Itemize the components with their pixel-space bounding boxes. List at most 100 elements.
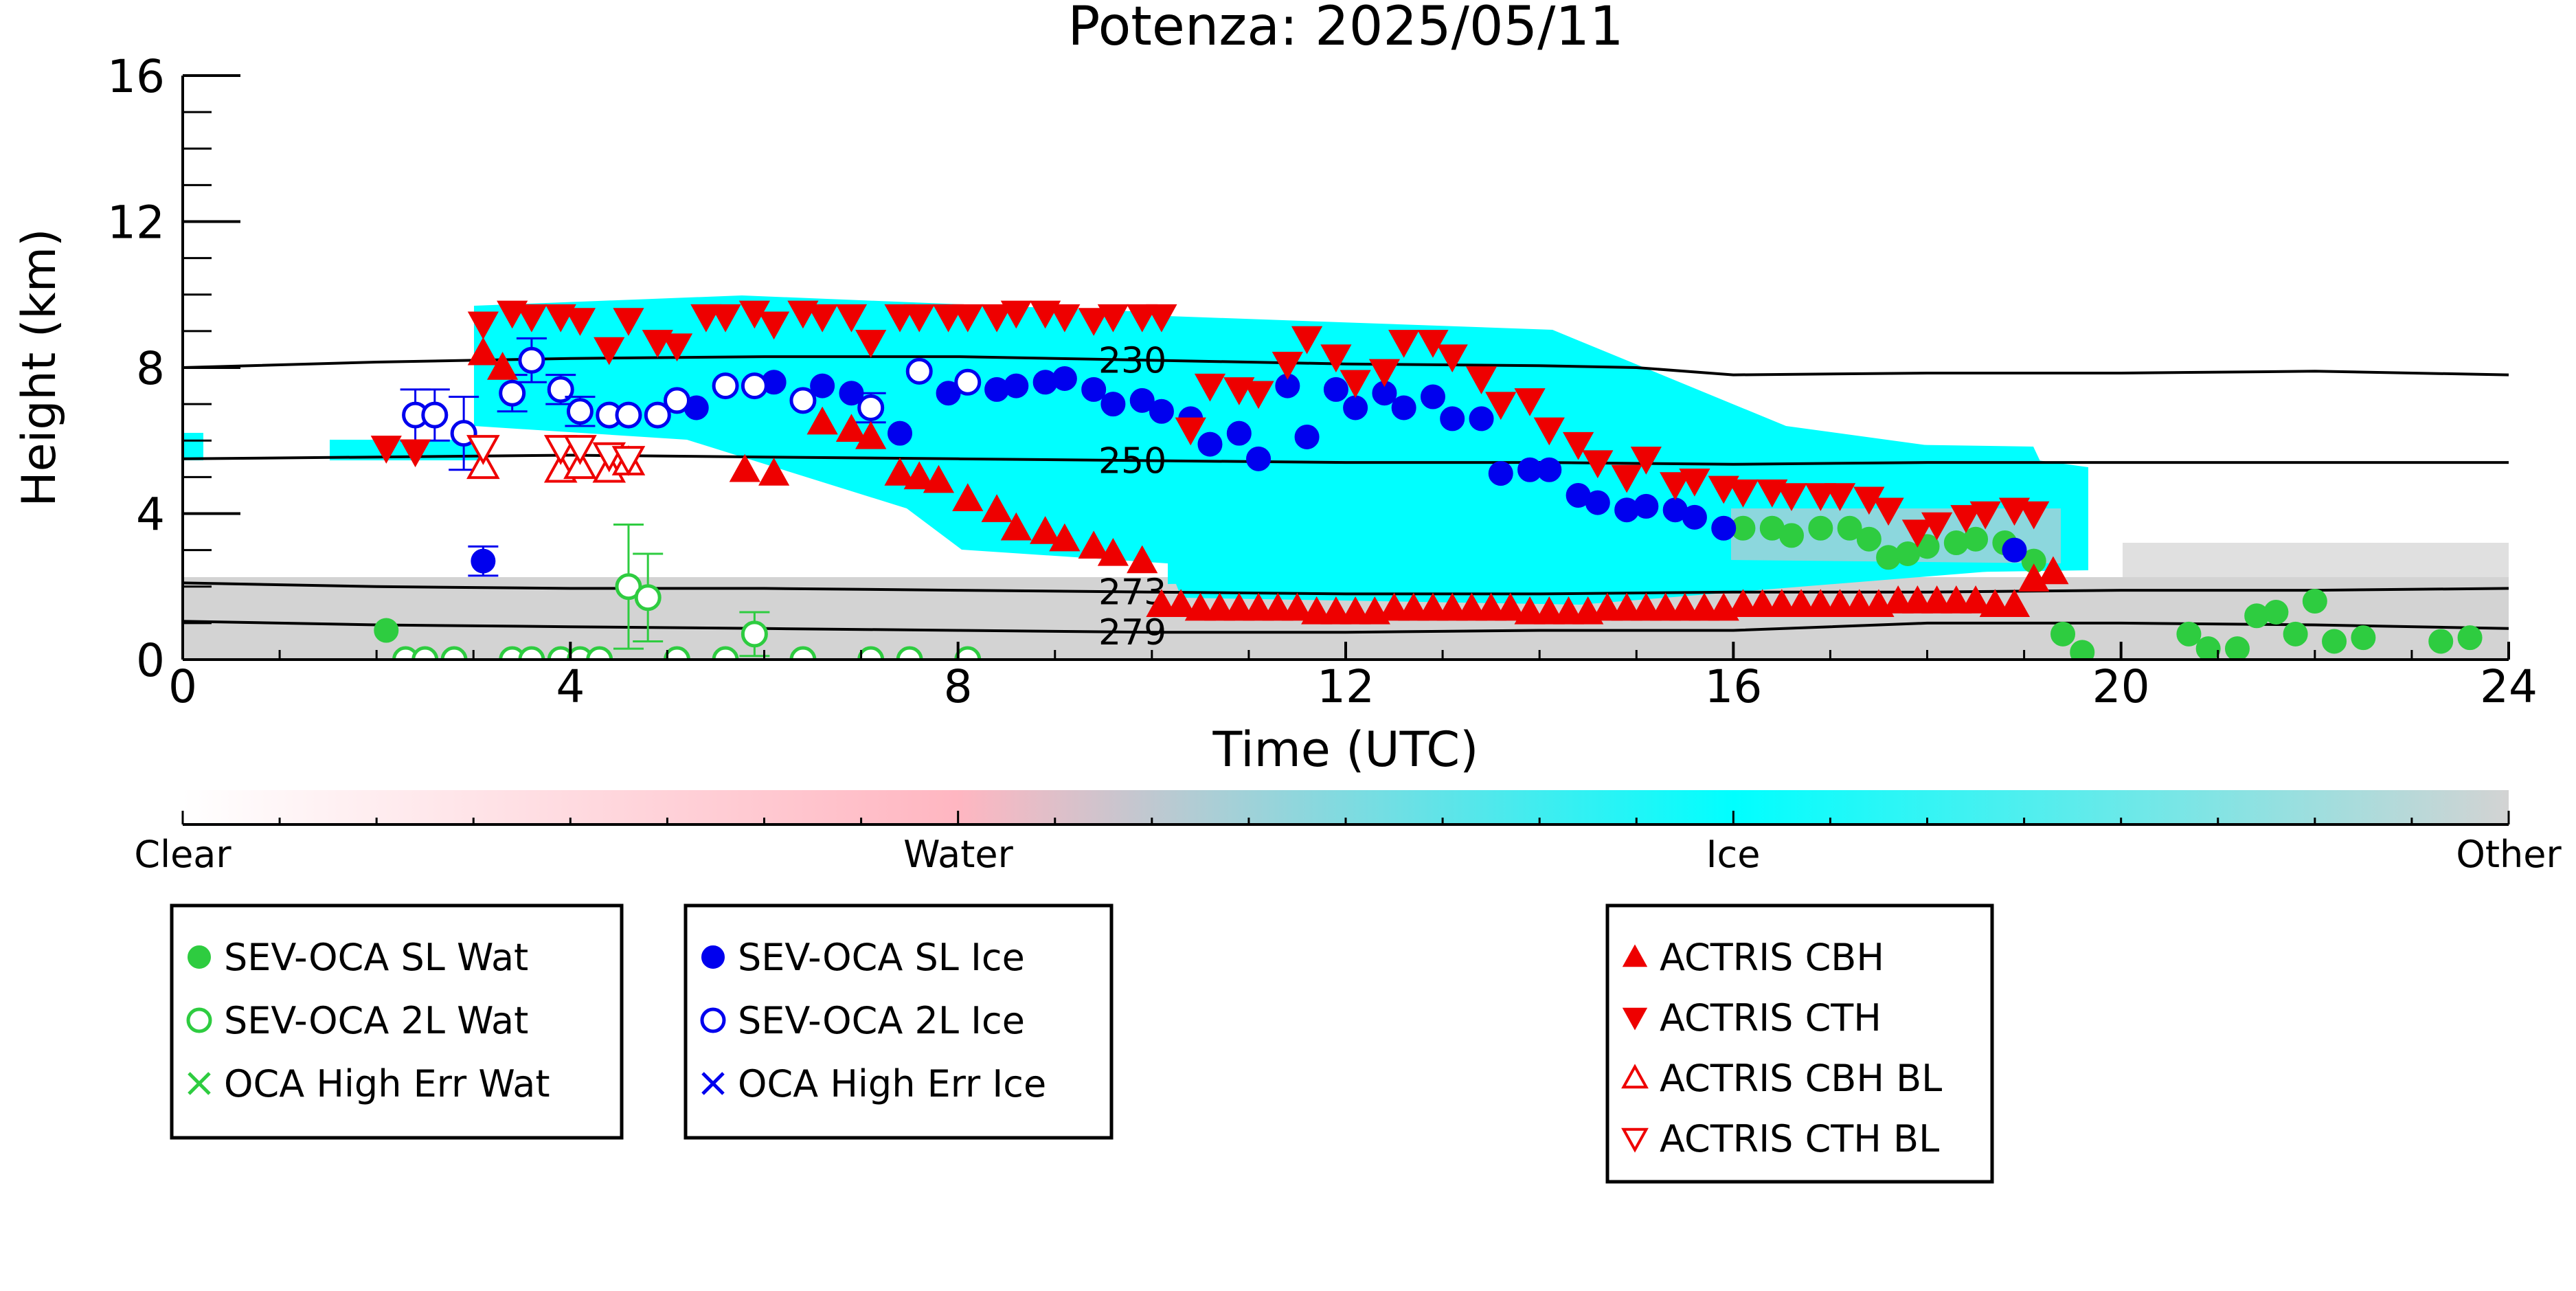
- legend: SEV-OCA SL Wat SEV-OCA 2L Wat OCA High Err…: [170, 903, 1994, 1184]
- legend-marker: [1622, 1007, 1648, 1031]
- data-point: [1533, 417, 1565, 446]
- data-point: [1165, 589, 1197, 618]
- data-point: [1226, 420, 1252, 446]
- data-point: [952, 304, 984, 333]
- colorbar-label-ice: Ice: [1706, 833, 1761, 876]
- data-point: [1223, 592, 1255, 621]
- data-point: [1417, 330, 1449, 358]
- legend-marker: [1621, 1127, 1649, 1153]
- data-point: [1660, 472, 1691, 500]
- data-point: [1679, 468, 1710, 497]
- data-point: [1368, 359, 1401, 388]
- data-point: [903, 461, 935, 490]
- data-point: [1766, 589, 1798, 618]
- data-point: [1778, 523, 1804, 548]
- data-point: [1078, 308, 1109, 336]
- data-point: [2224, 636, 2250, 660]
- data-point: [1485, 392, 1517, 420]
- data-point: [2018, 501, 2050, 530]
- data-point: [613, 308, 644, 336]
- data-point: [1340, 370, 1371, 398]
- series-sev-oca-sl-wat: [374, 515, 2483, 660]
- data-point: [884, 304, 916, 333]
- legend-label: SEV-OCA 2L Ice: [738, 999, 1025, 1042]
- data-point: [518, 346, 545, 374]
- legend-marker: [188, 1072, 211, 1095]
- legend-box-1: SEV-OCA SL Wat SEV-OCA 2L Wat OCA High Err…: [170, 903, 624, 1140]
- y-tick-label: 16: [107, 50, 165, 103]
- legend-label: ACTRIS CBH BL: [1660, 1057, 1942, 1100]
- contour-line-273: [183, 581, 2509, 596]
- data-point: [789, 646, 817, 660]
- data-point: [1194, 373, 1226, 402]
- data-point: [729, 453, 760, 482]
- data-point: [1281, 592, 1313, 621]
- data-point: [710, 304, 741, 333]
- data-point: [954, 646, 982, 660]
- series-sev-oca-2l-wat: [392, 523, 982, 660]
- data-point: [1127, 545, 1158, 574]
- data-point: [467, 337, 499, 366]
- data-point: [2302, 589, 2327, 614]
- data-point: [758, 311, 790, 340]
- legend-label: SEV-OCA SL Ice: [738, 936, 1025, 979]
- x-tick-label: 24: [2480, 660, 2538, 713]
- data-point: [466, 435, 500, 465]
- data-point: [1398, 592, 1430, 621]
- data-point: [1785, 589, 1817, 618]
- data-point: [440, 646, 468, 660]
- data-point: [1649, 592, 1682, 621]
- data-point: [1950, 505, 1982, 533]
- y-tick-label: 8: [136, 342, 165, 395]
- data-point: [611, 446, 646, 476]
- data-point: [421, 401, 449, 429]
- data-point: [1004, 373, 1029, 398]
- data-point: [1417, 592, 1449, 621]
- data-point: [1533, 596, 1565, 625]
- data-point: [690, 304, 722, 333]
- data-point: [1688, 592, 1720, 621]
- data-point: [467, 311, 499, 340]
- data-point: [981, 304, 1013, 333]
- legend-marker: [1622, 944, 1648, 967]
- data-point: [1585, 490, 1610, 515]
- y-tick-label: 12: [107, 197, 165, 249]
- data-point: [1391, 395, 1416, 420]
- data-point: [1081, 377, 1107, 402]
- data-point: [1727, 479, 1759, 508]
- data-point: [1000, 300, 1032, 329]
- data-point: [1184, 592, 1216, 621]
- y-axis-label: Height (km): [12, 228, 67, 506]
- x-tick-label: 20: [2092, 660, 2150, 713]
- data-point: [1805, 483, 1836, 511]
- data-point: [1634, 493, 1659, 519]
- data-point: [2428, 629, 2454, 654]
- data-point: [1127, 304, 1158, 333]
- data-point: [392, 646, 419, 660]
- data-point: [1630, 447, 1662, 475]
- data-point: [1941, 585, 1972, 614]
- legend-marker: [701, 1072, 725, 1095]
- data-point: [566, 398, 594, 425]
- data-point: [411, 646, 439, 660]
- data-point: [810, 373, 835, 398]
- data-point: [1243, 592, 1274, 621]
- data-point: [1246, 446, 1272, 471]
- data-point: [1078, 530, 1109, 559]
- data-point: [1960, 585, 1991, 614]
- data-point: [2070, 640, 2095, 660]
- axis-ticks: 0 4 8 12 16 20 24 0 4 8 12 16: [107, 50, 2538, 713]
- legend-label: ACTRIS CTH BL: [1660, 1117, 1939, 1160]
- data-point: [1146, 589, 1177, 618]
- data-point: [2037, 556, 2069, 585]
- data-point: [1388, 330, 1420, 358]
- data-point: [1979, 589, 2011, 618]
- data-point: [1197, 431, 1223, 457]
- data-point: [1476, 592, 1507, 621]
- data-point: [594, 337, 625, 366]
- data-point: [1049, 523, 1081, 552]
- chart-title: Potenza: 2025/05/11: [1067, 0, 1623, 58]
- contour-label-279: 279: [1098, 612, 1166, 653]
- data-point: [758, 458, 790, 486]
